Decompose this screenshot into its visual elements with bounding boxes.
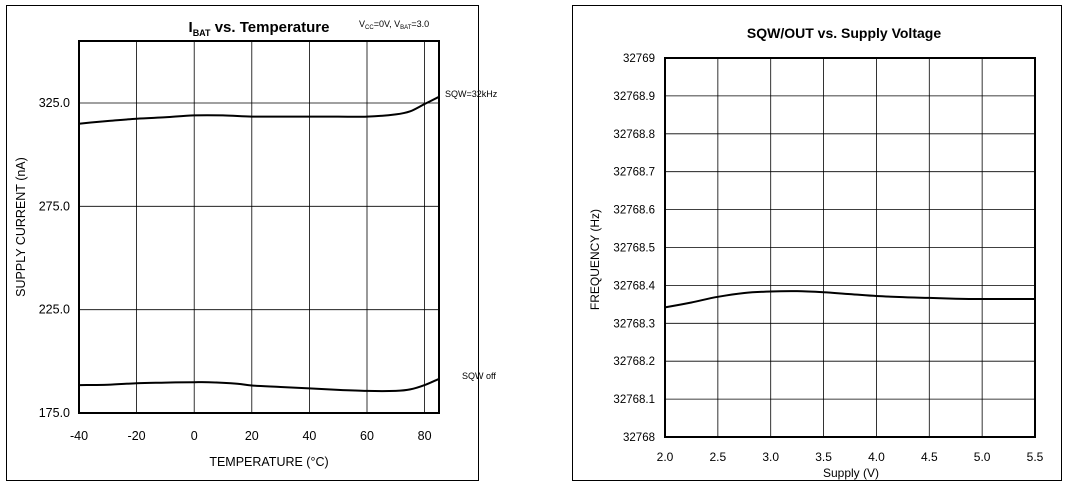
y-tick-label: 225.0 [39, 303, 70, 317]
y-tick-label: 32768.6 [613, 205, 655, 217]
y-axis-label: FREQUENCY (Hz) [588, 209, 602, 310]
sqw-chart-svg: 2.0 2.5 3.0 3.5 4.0 4.5 5.0 5.5 32768 32768.1 3276… [588, 25, 1044, 480]
x-tick-label: 5.0 [974, 450, 991, 464]
annotation-v1: V [359, 19, 365, 29]
x-tick-label: 60 [360, 429, 374, 443]
x-tick-label: 2.0 [657, 450, 674, 464]
y-tick-label: 32768.7 [613, 167, 655, 179]
series-label-sqw-off: SQW off [462, 371, 496, 381]
x-tick-label: 3.5 [815, 450, 832, 464]
chart-title: SQW/OUT vs. Supply Voltage [747, 25, 941, 41]
x-tick-label: -40 [70, 429, 88, 443]
y-axis-label: SUPPLY CURRENT (nA) [14, 157, 28, 297]
title-rest: vs. Temperature [211, 19, 330, 36]
y-tick-label: 32768 [623, 432, 655, 444]
y-tick-label: 275.0 [39, 199, 70, 213]
title-main: I [189, 19, 193, 36]
chart-panel-sqw: 2.0 2.5 3.0 3.5 4.0 4.5 5.0 5.5 32768 32768.1 3276… [572, 5, 1062, 481]
y-tick-label: 32768.1 [613, 394, 655, 406]
series-label-sqw-32khz: SQW=32kHz [445, 89, 498, 99]
title-subscript: BAT [193, 28, 211, 38]
x-tick-label: 3.0 [762, 450, 779, 464]
plot-frame [78, 40, 440, 414]
y-tick-label: 32768.9 [613, 91, 655, 103]
plot-frame [664, 57, 1036, 438]
chart-title: IBAT vs. Temperature [189, 19, 330, 38]
series-line-sqw-off [78, 377, 440, 393]
series-line-frequency [664, 290, 1035, 309]
y-tick-label: 32768.5 [613, 243, 655, 255]
x-tick-label: 0 [191, 429, 198, 443]
ibat-chart-svg: -40 -20 0 20 40 60 80 175.0 225.0 275.0 325.0 SQW=3… [14, 19, 498, 469]
annotation-sub1: CC [365, 25, 374, 31]
x-tick-label: 80 [418, 429, 432, 443]
y-tick-label: 32768.8 [613, 129, 655, 141]
x-tick-label: 2.5 [710, 450, 727, 464]
x-tick-label: 20 [245, 429, 259, 443]
chart-panel-ibat: -40 -20 0 20 40 60 80 175.0 225.0 275.0 325.0 SQW=3… [6, 5, 498, 481]
x-tick-label: -20 [128, 429, 146, 443]
annotation-sub2: BAT [400, 25, 412, 31]
x-tick-label: 4.5 [921, 450, 938, 464]
y-tick-label: 32768.2 [613, 356, 655, 368]
y-tick-label: 175.0 [39, 406, 70, 420]
series-line-sqw-32khz [78, 95, 440, 125]
annotation-t2: =3.0 [411, 19, 429, 29]
x-tick-label: 40 [302, 429, 316, 443]
y-tick-label: 325.0 [39, 96, 70, 110]
y-tick-label: 32768.4 [613, 280, 655, 292]
x-axis-label: TEMPERATURE (°C) [209, 455, 328, 469]
chart-annotation: VCC=0V, VBAT=3.0 [359, 19, 429, 31]
x-axis-label: Supply (V) [823, 466, 879, 480]
x-tick-label: 5.5 [1027, 450, 1044, 464]
x-tick-label: 4.0 [868, 450, 885, 464]
y-tick-label: 32769 [623, 53, 655, 65]
annotation-t1: =0V, V [374, 19, 400, 29]
y-tick-label: 32768.3 [613, 318, 655, 330]
